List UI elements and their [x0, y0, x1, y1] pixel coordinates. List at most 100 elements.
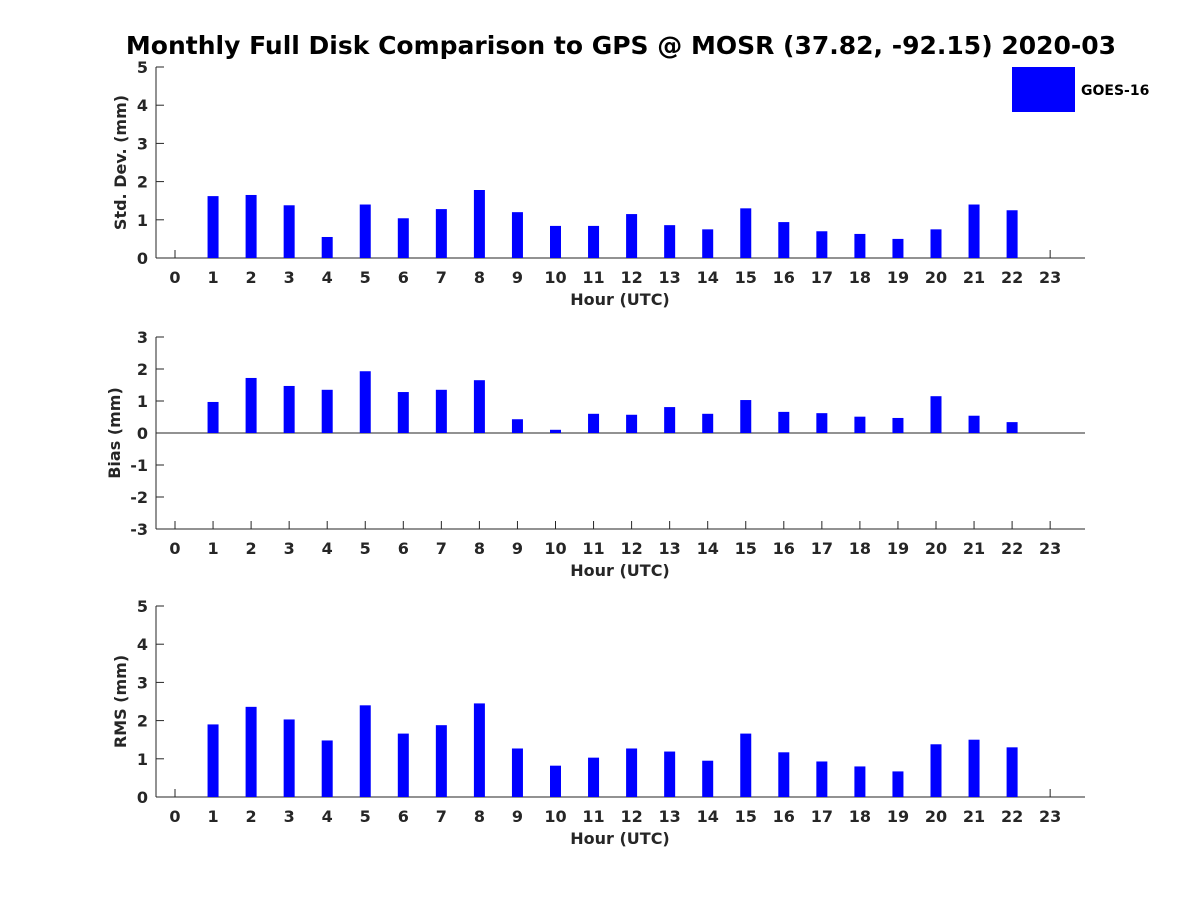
bar-hour-16 — [778, 752, 790, 797]
x-tick-label: 20 — [925, 268, 947, 287]
x-tick-label: 19 — [887, 268, 909, 287]
y-tick-label: 0 — [137, 424, 148, 443]
x-tick-label: 13 — [659, 539, 681, 558]
x-tick-label: 15 — [735, 268, 757, 287]
bar-hour-6 — [397, 218, 409, 258]
x-tick-label: 21 — [963, 268, 985, 287]
x-tick-label: 2 — [246, 807, 257, 826]
bar-hour-13 — [664, 407, 676, 433]
y-axis-label: RMS (mm) — [111, 655, 130, 748]
x-tick-label: 13 — [659, 807, 681, 826]
y-tick-label: 3 — [137, 673, 148, 692]
x-tick-label: 15 — [735, 807, 757, 826]
x-tick-label: 10 — [544, 268, 566, 287]
x-tick-label: 6 — [398, 268, 409, 287]
x-tick-label: 19 — [887, 807, 909, 826]
x-tick-label: 19 — [887, 539, 909, 558]
x-tick-label: 16 — [773, 807, 795, 826]
bar-hour-3 — [283, 205, 295, 258]
bar-hour-6 — [397, 733, 409, 797]
x-axis-label: Hour (UTC) — [570, 561, 670, 580]
x-tick-label: 11 — [582, 807, 604, 826]
legend-swatch — [1012, 67, 1075, 112]
y-tick-label: 2 — [137, 712, 148, 731]
x-axis-label: Hour (UTC) — [570, 290, 670, 309]
x-tick-label: 6 — [398, 807, 409, 826]
y-tick-label: 0 — [137, 249, 148, 268]
bar-hour-14 — [702, 760, 714, 797]
bar-hour-11 — [588, 757, 600, 797]
x-tick-label: 12 — [620, 539, 642, 558]
bar-hour-6 — [397, 392, 409, 433]
bar-hour-12 — [626, 414, 638, 433]
y-tick-label: 3 — [137, 134, 148, 153]
bar-hour-7 — [435, 725, 447, 797]
x-tick-label: 20 — [925, 539, 947, 558]
x-tick-label: 23 — [1039, 539, 1061, 558]
x-tick-label: 4 — [322, 268, 333, 287]
y-axis-label: Bias (mm) — [105, 387, 124, 479]
y-tick-label: 4 — [137, 96, 148, 115]
x-tick-label: 16 — [773, 268, 795, 287]
bar-hour-11 — [588, 413, 600, 433]
bar-hour-5 — [359, 705, 371, 797]
bar-hour-15 — [740, 733, 752, 797]
bar-hour-17 — [816, 231, 828, 258]
x-tick-label: 6 — [398, 539, 409, 558]
bar-hour-10 — [550, 429, 561, 433]
x-tick-label: 4 — [322, 539, 333, 558]
bar-hour-13 — [664, 225, 676, 258]
bar-hour-3 — [283, 385, 295, 433]
x-tick-label: 20 — [925, 807, 947, 826]
x-tick-label: 1 — [207, 539, 218, 558]
x-tick-label: 3 — [284, 268, 295, 287]
x-tick-label: 0 — [169, 268, 180, 287]
bar-hour-16 — [778, 411, 790, 433]
bar-hour-17 — [816, 761, 828, 797]
bar-hour-10 — [550, 225, 561, 258]
bar-hour-4 — [321, 740, 333, 797]
bar-hour-9 — [511, 419, 523, 433]
x-tick-label: 8 — [474, 807, 485, 826]
bar-hour-20 — [930, 396, 942, 433]
x-tick-label: 11 — [582, 539, 604, 558]
x-tick-label: 1 — [207, 268, 218, 287]
x-tick-label: 17 — [811, 268, 833, 287]
bar-hour-14 — [702, 413, 714, 433]
y-tick-label: -2 — [130, 488, 148, 507]
x-tick-label: 21 — [963, 539, 985, 558]
bar-hour-9 — [511, 748, 523, 797]
bar-hour-17 — [816, 413, 828, 433]
bar-hour-8 — [473, 190, 485, 258]
x-tick-label: 5 — [360, 268, 371, 287]
x-tick-label: 12 — [620, 268, 642, 287]
bar-hour-15 — [740, 400, 752, 433]
y-tick-label: 1 — [137, 750, 148, 769]
bar-hour-7 — [435, 209, 447, 258]
y-tick-label: 1 — [137, 211, 148, 230]
x-tick-label: 17 — [811, 807, 833, 826]
bar-hour-4 — [321, 236, 333, 258]
x-tick-label: 22 — [1001, 539, 1023, 558]
x-tick-label: 21 — [963, 807, 985, 826]
bar-hour-20 — [930, 744, 942, 797]
y-tick-label: 0 — [137, 788, 148, 807]
x-tick-label: 13 — [659, 268, 681, 287]
x-tick-label: 2 — [246, 539, 257, 558]
y-tick-label: -1 — [130, 456, 148, 475]
x-tick-label: 3 — [284, 807, 295, 826]
y-tick-label: 5 — [137, 58, 148, 77]
bar-hour-1 — [207, 401, 219, 433]
bar-hour-18 — [854, 416, 866, 433]
x-axis-label: Hour (UTC) — [570, 829, 670, 848]
bar-hour-5 — [359, 371, 371, 433]
y-tick-label: 3 — [137, 328, 148, 347]
bar-hour-7 — [435, 389, 447, 433]
bar-hour-22 — [1006, 210, 1018, 258]
y-tick-label: -3 — [130, 520, 148, 539]
x-tick-label: 22 — [1001, 268, 1023, 287]
chart-title: Monthly Full Disk Comparison to GPS @ MO… — [126, 31, 1116, 60]
